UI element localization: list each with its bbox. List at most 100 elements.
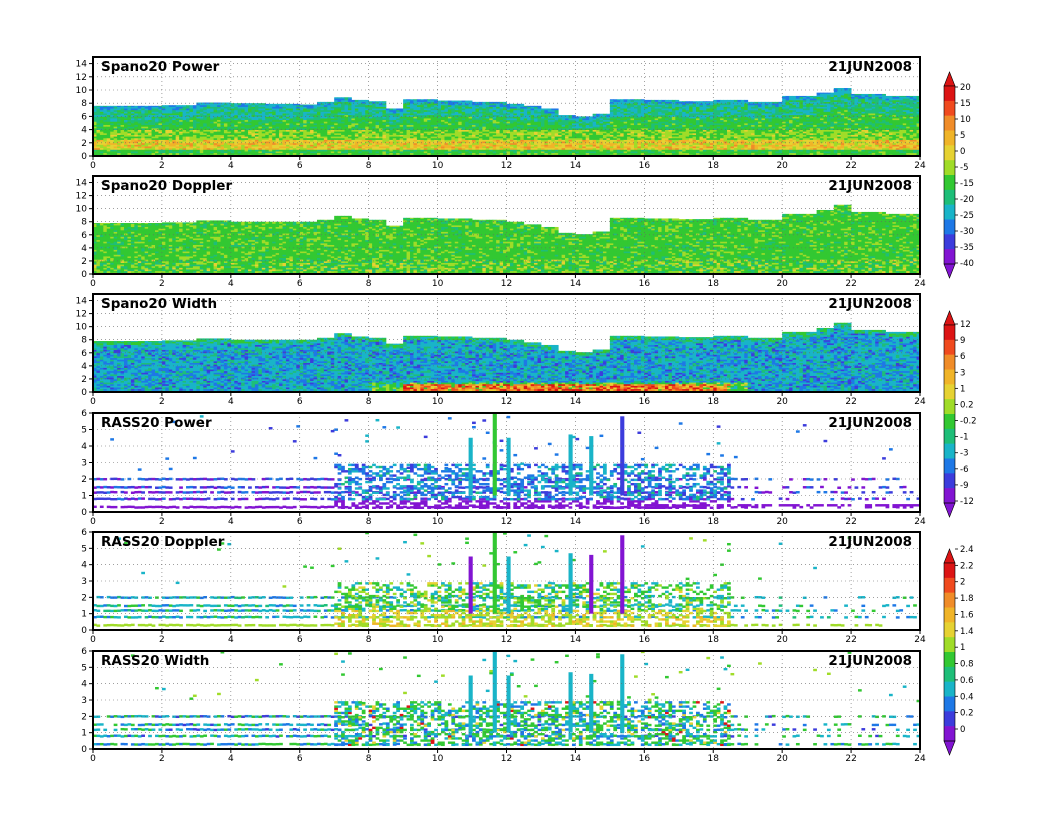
x-tick-label: 4 [228,161,234,171]
x-tick-label: 8 [366,754,372,764]
panel-date: 21JUN2008 [828,653,912,669]
colorbar-segment [944,711,955,726]
panel-2: 0 2 4 6 8 10 12 14 16 18 20 22 2402468101214 Spano20 … [76,176,926,289]
colorbar-segment [944,340,955,355]
colorbar-segment [944,145,955,160]
colorbar-min-arrow [944,503,955,517]
x-tick-label: 0 [90,397,96,407]
colorbar-segment [944,429,955,444]
x-tick-label: 20 [776,517,788,527]
colorbar-segment [944,355,955,370]
y-tick-label: 4 [81,442,87,452]
colorbar-label: 0.8 [960,660,974,670]
x-tick-label: 16 [639,161,651,171]
y-tick-label: 6 [81,349,87,359]
y-tick-label: 8 [81,99,87,109]
y-tick-label: 12 [76,73,87,83]
panel-date: 21JUN2008 [828,415,912,431]
colorbar-min-arrow [944,741,955,755]
x-tick-label: 14 [570,397,582,407]
colorbar-label: -1 [960,433,968,443]
x-tick-label: 4 [228,754,234,764]
panel-date: 21JUN2008 [828,534,912,550]
colorbar-label: 1 [960,643,965,653]
colorbar-label: 6 [960,352,965,362]
y-tick-label: 4 [81,362,87,372]
y-tick-label: 0 [81,152,87,162]
colorbar-segment [944,160,955,175]
x-tick-label: 18 [708,397,720,407]
y-tick-label: 6 [81,528,87,538]
colorbar-label: 3 [960,368,965,378]
x-tick-label: 20 [776,279,788,289]
colorbar-label: 0.4 [960,692,974,702]
x-tick-label: 24 [914,754,926,764]
x-tick-label: 18 [708,754,720,764]
x-tick-label: 18 [708,635,720,645]
colorbar-label: 1 [960,384,965,394]
x-tick-label: 14 [570,635,582,645]
y-tick-label: 0 [81,745,87,755]
x-tick-label: 20 [776,754,788,764]
colorbar-segment [944,652,955,667]
y-tick-label: 10 [76,86,88,96]
colorbar-segment [944,399,955,414]
grid [93,651,920,749]
colorbar-segment [944,667,955,682]
x-tick-label: 20 [776,635,788,645]
colorbar-label: -9 [960,481,968,491]
x-tick-label: 4 [228,635,234,645]
colorbar-label: 0.2 [960,709,974,719]
colorbar-max-arrow [944,549,955,563]
x-tick-label: 18 [708,161,720,171]
x-tick-label: 8 [366,397,372,407]
colorbar-segment [944,101,955,116]
figure: 0 2 4 6 8 10 12 14 16 18 20 22 2402468101214 Spano20 … [0,0,1056,816]
y-tick-label: 6 [81,409,87,419]
y-tick-label: 0 [81,388,87,398]
colorbar-label: 2.4 [960,545,974,555]
x-tick-label: 12 [501,161,512,171]
x-tick-label: 24 [914,279,926,289]
y-tick-label: 6 [81,647,87,657]
x-tick-label: 12 [501,397,512,407]
x-tick-label: 0 [90,517,96,527]
x-tick-label: 14 [570,161,582,171]
y-tick-label: 12 [76,310,87,320]
x-tick-label: 22 [845,517,856,527]
x-tick-label: 16 [639,279,651,289]
y-tick-label: 3 [81,577,87,587]
colorbar-label: -5 [960,163,968,173]
panel-title: Spano20 Width [101,296,217,312]
colorbar-label: 12 [960,320,971,330]
x-tick-label: 14 [570,517,582,527]
x-tick-label: 2 [159,397,165,407]
y-tick-label: 8 [81,336,87,346]
x-tick-label: 2 [159,161,165,171]
x-tick-label: 22 [845,161,856,171]
y-tick-label: 10 [76,205,88,215]
y-tick-label: 1 [81,729,87,739]
colorbar-segment [944,563,955,578]
y-tick-label: 4 [81,244,87,254]
panel-title: RASS20 Width [101,653,209,669]
colorbar-label: 2.2 [960,561,974,571]
x-tick-label: 16 [639,754,651,764]
y-tick-label: 6 [81,231,87,241]
y-tick-label: 2 [81,593,87,603]
colorbar-label: 10 [960,115,971,125]
colorbar-label: -3 [960,449,968,459]
colorbar-segment [944,578,955,593]
x-tick-label: 12 [501,754,512,764]
x-tick-label: 10 [432,279,444,289]
y-tick-label: 4 [81,126,87,136]
y-tick-label: 2 [81,257,87,267]
x-tick-label: 0 [90,279,96,289]
colorbar-label: -20 [960,195,974,205]
colorbar-segment [944,473,955,488]
x-tick-label: 8 [366,517,372,527]
panel-5: 0 2 4 6 8 10 12 14 16 18 20 22 240123456RASS20 Doppl… [81,528,926,645]
y-tick-label: 1 [81,492,87,502]
